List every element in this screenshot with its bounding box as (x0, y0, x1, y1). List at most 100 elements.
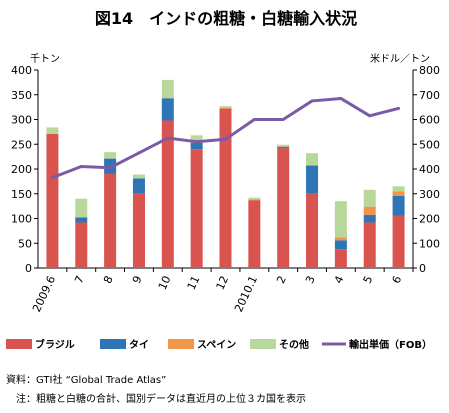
footnote: 注：粗糖と白糖の合計、国別データは直近月の上位３カ国を表示 (16, 394, 306, 405)
bar-segment-その他 (75, 198, 88, 218)
bar-segment-ブラジル (219, 108, 232, 268)
bar-segment-その他 (277, 144, 290, 147)
bar-segment-ブラジル (46, 133, 59, 268)
chart-title: 図14 インドの粗糖・白糖輸入状況 (95, 9, 357, 28)
line-point (281, 118, 285, 121)
line-point (79, 165, 83, 169)
x-tick-label: 8 (101, 274, 116, 286)
left-tick-label: 200 (11, 163, 32, 176)
source-note: 資料：GTI社 “Global Trade Atlas” (6, 375, 167, 386)
bar-segment-スペイン (392, 191, 405, 196)
x-tick-label: 3 (303, 274, 318, 286)
line-point (368, 114, 372, 118)
bar-segment-ブラジル (277, 148, 290, 268)
legend-label: スペイン (197, 339, 236, 351)
plot-area: 0 50 100 150 200 250 300 350 400 0 100 200 300 400 500… (11, 64, 440, 314)
bar-segment-タイ (132, 178, 145, 194)
line-point (108, 166, 112, 170)
x-tick-label: 2009.6 (30, 274, 58, 314)
legend-swatch-ブラジル (6, 339, 32, 349)
legend-label: ブラジル (35, 338, 75, 351)
bar-segment-その他 (132, 174, 145, 179)
x-tick-label: 5 (361, 274, 376, 286)
bar-segment-ブラジル (334, 249, 347, 268)
bar-segment-ブラジル (392, 215, 405, 268)
legend-label: その他 (279, 338, 309, 351)
bar-segment-ブラジル (161, 120, 174, 269)
bar-segment-スペイン (334, 237, 347, 241)
bar-segment-スペイン (219, 107, 232, 109)
line-point (339, 96, 343, 100)
bar-segment-その他 (161, 79, 174, 99)
x-tick-label: 4 (332, 274, 347, 286)
right-tick-label: 700 (419, 89, 440, 102)
right-axis-unit: 米ドル／トン (370, 52, 430, 65)
bar-segment-タイ (334, 240, 347, 250)
legend-label: タイ (129, 339, 149, 351)
bar-segment-タイ (161, 98, 174, 121)
line-point (252, 118, 256, 121)
bar-segment-スペイン (248, 199, 261, 201)
bar-segment-ブラジル (190, 149, 203, 268)
bar-segment-その他 (334, 201, 347, 238)
left-tick-label: 400 (11, 64, 32, 77)
bar-segment-ブラジル (132, 193, 145, 268)
line-point (224, 137, 227, 141)
bar-segment-その他 (46, 127, 59, 134)
bar-segment-ブラジル (363, 222, 376, 268)
bar-segment-ブラジル (104, 173, 117, 268)
x-tick-label: 11 (185, 274, 203, 292)
legend-swatch-その他 (250, 339, 276, 349)
bar-segment-その他 (219, 106, 232, 108)
bar-segment-その他 (306, 153, 319, 166)
bar-segment-スペイン (363, 206, 376, 216)
x-tick-label: 7 (72, 274, 87, 286)
right-tick-label: 500 (419, 138, 440, 151)
bar-segment-タイ (75, 217, 88, 223)
left-tick-label: 0 (25, 262, 32, 275)
bar-segment-ブラジル (248, 200, 261, 268)
legend: ブラジル タイ スペイン その他 輸出単価（FOB） (6, 338, 432, 351)
right-tick-label: 100 (419, 237, 440, 250)
bar-segment-その他 (392, 186, 405, 192)
left-tick-label: 350 (11, 89, 32, 102)
right-tick-label: 400 (419, 163, 440, 176)
line-point (137, 151, 141, 155)
x-tick-label: 2010.1 (232, 274, 260, 314)
line-point (50, 176, 54, 180)
left-tick-label: 150 (11, 188, 32, 201)
bar-segment-タイ (392, 195, 405, 216)
bar-segment-その他 (248, 197, 261, 200)
left-tick-label: 100 (11, 213, 32, 226)
x-tick-label: 2 (274, 274, 289, 286)
bar-segment-その他 (104, 152, 117, 159)
line-point (166, 136, 170, 140)
left-tick-label: 300 (11, 114, 32, 127)
legend-swatch-タイ (100, 339, 126, 349)
left-tick-label: 250 (11, 138, 32, 151)
left-axis-unit: 千トン (30, 53, 60, 65)
x-tick-label: 10 (156, 274, 174, 292)
bar-segment-その他 (190, 135, 203, 143)
bar-segment-タイ (277, 146, 290, 149)
x-tick-label: 12 (214, 274, 232, 292)
line-point (195, 140, 199, 144)
right-tick-label: 600 (419, 114, 440, 127)
left-tick-label: 50 (18, 237, 32, 250)
x-tick-label: 6 (390, 274, 405, 286)
right-tick-label: 200 (419, 213, 440, 226)
right-tick-label: 300 (419, 188, 440, 201)
x-tick-label: 9 (130, 274, 145, 286)
line-point (397, 106, 401, 110)
legend-label: 輸出単価（FOB） (349, 338, 432, 351)
right-tick-label: 0 (419, 262, 426, 275)
line-point (310, 99, 314, 103)
right-tick-label: 800 (419, 64, 440, 77)
bar-segment-その他 (363, 189, 376, 207)
legend-swatch-スペイン (168, 339, 194, 349)
bar-segment-ブラジル (75, 222, 88, 268)
bar-segment-タイ (190, 142, 203, 150)
bar-segment-タイ (363, 215, 376, 223)
bar-segment-タイ (306, 165, 319, 194)
